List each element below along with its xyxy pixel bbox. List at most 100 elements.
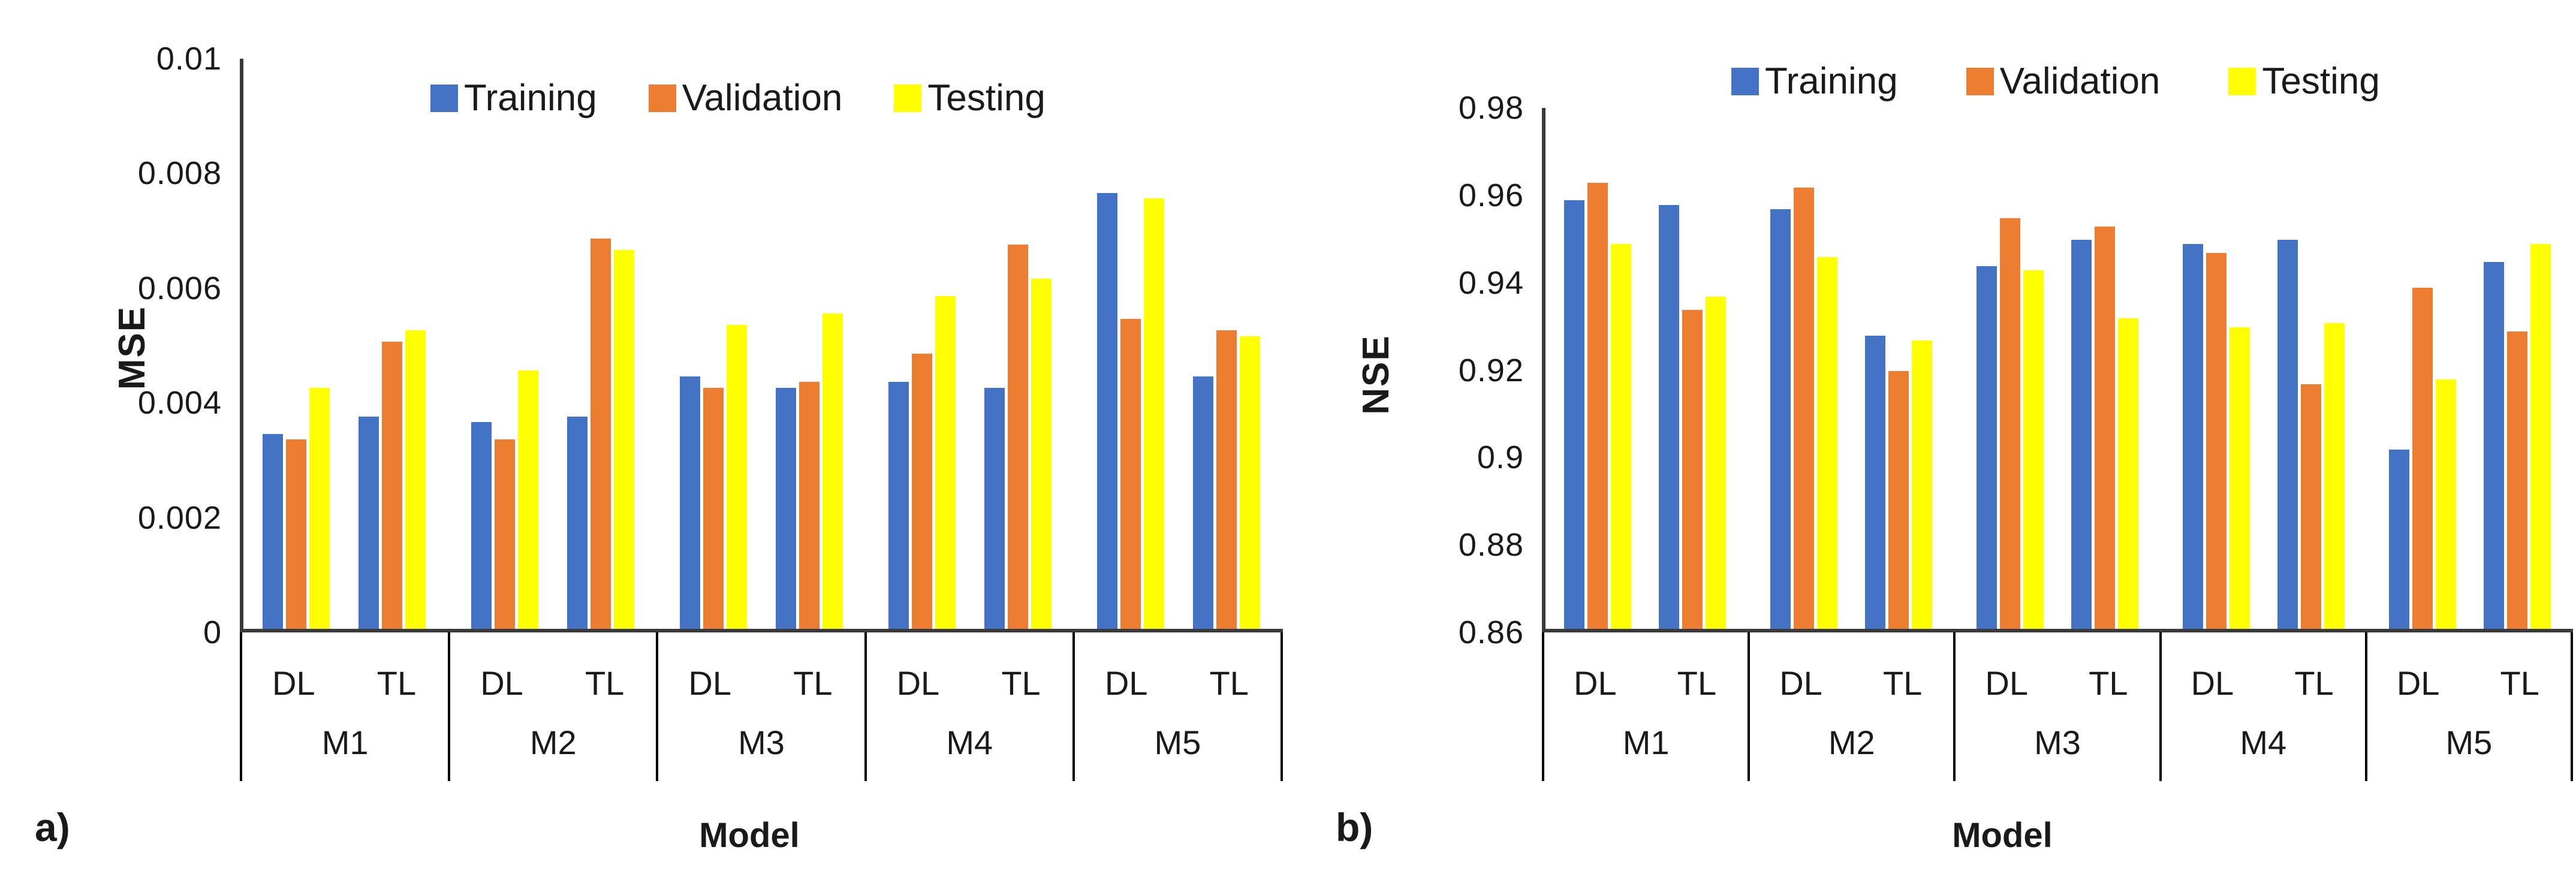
axis-group-label: M2 — [529, 724, 577, 761]
axis-sublabel-TL: TL — [1677, 664, 1717, 702]
bar-validation-M1-DL — [286, 439, 306, 629]
bar-testing-M5-DL — [1144, 198, 1164, 629]
y-tick-label: 0.98 — [1458, 90, 1524, 126]
axis-group-label: M1 — [1622, 724, 1670, 761]
bar-testing-M4-DL — [935, 296, 956, 629]
legend-item-validation: Validation — [1966, 60, 2161, 103]
bar-testing-M1-TL — [405, 330, 426, 629]
axis-sublabel-TL: TL — [1209, 664, 1249, 702]
axis-group-M4: DL TL M4 — [867, 632, 1075, 781]
bar-validation-M4-DL — [912, 354, 932, 629]
legend-label: Validation — [1999, 61, 2161, 102]
bar-training-M2-TL — [1865, 336, 1885, 629]
legend: Training Validation Testing — [1731, 60, 2380, 103]
legend-item-validation: Validation — [648, 77, 842, 119]
bar-validation-M5-TL — [2507, 331, 2527, 629]
legend-item-testing: Testing — [2228, 60, 2380, 103]
axis-group-M2: DL TL M2 — [1750, 632, 1956, 781]
bar-validation-M4-TL — [1008, 245, 1028, 629]
bar-testing-M1-DL — [309, 388, 330, 629]
bar-testing-M4-TL — [1031, 279, 1052, 629]
x-axis-title: Model — [699, 816, 800, 855]
bar-validation-M2-TL — [1888, 371, 1909, 629]
bar-validation-M1-TL — [382, 342, 402, 629]
bar-testing-M3-DL — [727, 325, 747, 629]
axis-group-label: M2 — [1828, 724, 1875, 761]
bar-training-M3-TL — [2071, 240, 2092, 629]
bar-testing-M4-TL — [2324, 323, 2345, 629]
axis-sublabel-TL: TL — [1882, 664, 1923, 702]
bar-training-M5-TL — [1193, 376, 1213, 629]
y-tick-label: 0.008 — [137, 155, 222, 192]
axis-sublabel-DL: DL — [272, 664, 315, 702]
bar-testing-M5-DL — [2436, 379, 2456, 629]
bar-training-M5-TL — [2484, 262, 2504, 629]
axis-sublabel-TL: TL — [376, 664, 417, 702]
legend-swatch-icon — [2228, 67, 2256, 95]
axis-sublabel-TL: TL — [2089, 664, 2128, 702]
axis-group-label: M5 — [2445, 724, 2493, 761]
axis-sublabel-DL: DL — [1574, 664, 1617, 702]
axis-sublabel-DL: DL — [1779, 664, 1822, 702]
axis-group-label: M3 — [2034, 724, 2081, 761]
axis-group-M3: DL TL M3 — [658, 632, 867, 781]
bar-validation-M4-DL — [2206, 253, 2226, 629]
bar-training-M5-DL — [2389, 450, 2409, 629]
axis-sublabel-TL: TL — [2294, 664, 2334, 702]
legend-item-testing: Testing — [894, 77, 1046, 119]
plot-area — [1542, 108, 2573, 632]
bar-training-M1-TL — [1659, 205, 1679, 629]
bar-training-M2-DL — [471, 422, 492, 629]
bar-testing-M5-TL — [2530, 244, 2551, 629]
axis-group-label: M1 — [321, 724, 369, 761]
legend: Training Validation Testing — [430, 77, 1046, 119]
axis-sublabel-TL: TL — [585, 664, 625, 702]
bar-testing-M2-TL — [614, 250, 634, 629]
category-axis-table: DL TL M1 DL TL M2 DL TL M3 DL TL M4 DL TL M5 — [240, 632, 1283, 781]
axis-sublabel-DL: DL — [2396, 664, 2440, 702]
axis-sublabel-DL: DL — [2191, 664, 2234, 702]
bar-testing-M4-DL — [2229, 327, 2250, 629]
legend-label: Training — [464, 77, 597, 119]
legend-swatch-icon — [430, 84, 458, 112]
axis-group-M4: DL TL M4 — [2162, 632, 2367, 781]
axis-group-label: M4 — [2240, 724, 2287, 761]
category-axis-table: DL TL M1 DL TL M2 DL TL M3 DL TL M4 DL TL M5 — [1542, 632, 2573, 781]
legend-swatch-icon — [648, 84, 676, 112]
y-tick-label: 0.004 — [137, 385, 222, 421]
bar-testing-M3-TL — [822, 314, 843, 629]
y-tick-label: 0.9 — [1477, 439, 1524, 476]
bar-validation-M2-DL — [1794, 188, 1814, 629]
y-tick-label: 0.88 — [1458, 527, 1524, 563]
y-tick-label: 0.94 — [1458, 264, 1524, 301]
legend-label: Testing — [927, 77, 1046, 119]
axis-sublabel-TL: TL — [2500, 664, 2539, 702]
bar-validation-M3-TL — [2095, 227, 2115, 629]
axis-sublabel-DL: DL — [1104, 664, 1148, 702]
legend-swatch-icon — [894, 84, 922, 112]
bar-training-M1-DL — [1564, 200, 1584, 629]
bar-testing-M2-DL — [1817, 257, 1837, 629]
axis-group-M5: DL TL M5 — [2367, 632, 2571, 781]
x-axis-title: Model — [1952, 816, 2053, 855]
legend-item-training: Training — [430, 77, 597, 119]
y-tick-label: 0.86 — [1458, 614, 1524, 650]
bar-validation-M2-DL — [495, 439, 515, 629]
bar-testing-M3-DL — [2023, 270, 2044, 629]
axis-group-label: M5 — [1154, 724, 1201, 761]
y-tick-label: 0 — [203, 614, 222, 650]
y-tick-label: 0.96 — [1458, 177, 1524, 213]
legend-swatch-icon — [1966, 67, 1994, 95]
bar-training-M2-TL — [567, 417, 587, 629]
legend-label: Testing — [2262, 61, 2380, 102]
axis-group-M2: DL TL M2 — [450, 632, 659, 781]
bar-testing-M2-TL — [1912, 340, 1932, 629]
axis-group-M1: DL TL M1 — [1544, 632, 1751, 781]
panel-label-b: b) — [1336, 805, 1373, 849]
bar-testing-M3-TL — [2118, 318, 2138, 629]
bar-testing-M1-TL — [1706, 297, 1726, 629]
axis-group-M3: DL TL M3 — [1956, 632, 2162, 781]
axis-sublabel-DL: DL — [688, 664, 731, 702]
y-tick-label: 0.006 — [137, 270, 222, 306]
